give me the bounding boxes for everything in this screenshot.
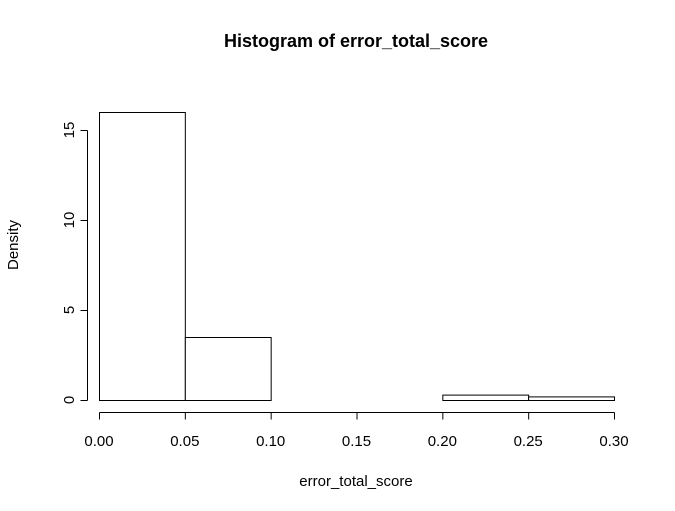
y-axis-label: Density	[5, 219, 22, 270]
y-axis: 0 5 10 15	[61, 122, 88, 404]
histogram-bar-0	[99, 112, 186, 401]
y-tick-label: 5	[61, 306, 78, 314]
histogram-bar-4	[442, 394, 530, 402]
histogram-bar-5	[528, 396, 616, 401]
x-tick-label: 0.10	[256, 433, 285, 450]
chart-title: Histogram of error_total_score	[224, 31, 488, 51]
x-tick-label: 0.20	[428, 433, 457, 450]
x-tick-label: 0.00	[84, 433, 113, 450]
y-tick-label: 15	[61, 122, 78, 139]
x-axis: 0.00 0.05 0.10 0.15 0.20 0.25 0.30	[84, 412, 629, 450]
x-tick-label: 0.25	[514, 433, 543, 450]
x-tick-label: 0.05	[170, 433, 199, 450]
y-tick-label: 10	[61, 212, 78, 229]
y-tick-label: 0	[61, 396, 78, 404]
histogram-bar-1	[184, 337, 272, 401]
x-tick-label: 0.15	[342, 433, 371, 450]
bars-group	[99, 112, 616, 402]
x-tick-label: 0.30	[599, 433, 628, 450]
x-axis-label: error_total_score	[299, 473, 412, 490]
